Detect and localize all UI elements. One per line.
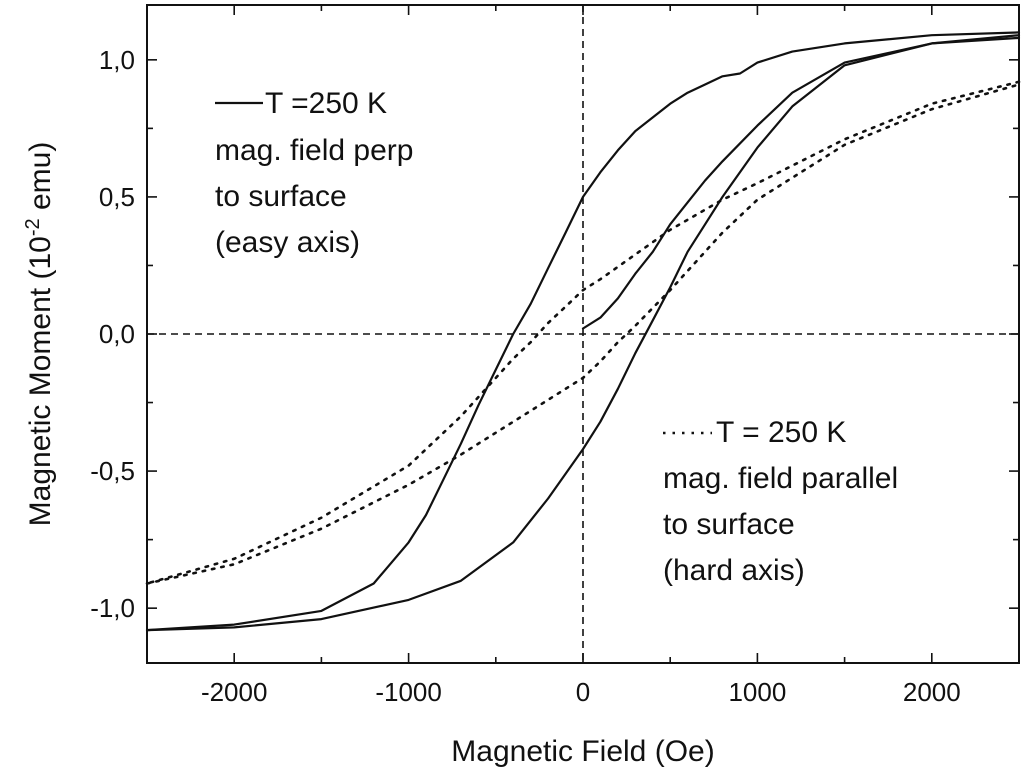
hard-axis-curve-3 <box>145 80 1021 585</box>
legend-easy-line-3: to surface <box>215 180 347 213</box>
legend-hard-line-2: mag. field parallel <box>663 462 898 495</box>
y-tick-label: -0,5 <box>90 456 135 486</box>
tick-labels: -2000 -1000 0 1000 2000 -1,0 -0,5 0,0 0,5 1,0 <box>90 45 961 707</box>
x-tick-label: 1000 <box>728 677 786 707</box>
y-tick-label: 0,5 <box>99 182 135 212</box>
y-axis-title-prefix: Magnetic Moment (10 <box>24 236 57 526</box>
axis-ticks <box>147 5 1019 663</box>
y-tick-label: -1,0 <box>90 593 135 623</box>
legend-hard-axis: T = 250 K mag. field parallel to surface… <box>663 416 898 587</box>
legend-easy-line-4: (easy axis) <box>215 226 360 259</box>
easy-axis-curve-0 <box>145 31 1021 632</box>
hard-axis-curve-4 <box>145 83 1021 585</box>
y-axis-title-exponent: -2 <box>22 218 44 236</box>
series-layer <box>145 31 1021 632</box>
y-tick-label: 0,0 <box>99 319 135 349</box>
legend-hard-line-4: (hard axis) <box>663 554 805 587</box>
y-tick-label: 1,0 <box>99 45 135 75</box>
easy-axis-curve-2 <box>581 36 1021 330</box>
zero-reference-lines <box>147 5 1019 663</box>
x-axis-title: Magnetic Field (Oe) <box>451 735 714 768</box>
y-axis-title: Magnetic Moment (10-2 emu) <box>22 142 57 527</box>
legend-hard-line-3: to surface <box>663 508 795 541</box>
legend-easy-axis: T =250 K mag. field perp to surface (eas… <box>215 87 413 259</box>
x-tick-label: 2000 <box>903 677 961 707</box>
y-axis-title-suffix: emu) <box>24 142 57 219</box>
legend-easy-line-1: T =250 K <box>265 87 387 120</box>
x-tick-label: 0 <box>576 677 590 707</box>
x-tick-label: -1000 <box>375 677 442 707</box>
x-tick-label: -2000 <box>201 677 268 707</box>
legend-hard-line-1: T = 250 K <box>716 416 846 449</box>
legend-easy-line-2: mag. field perp <box>215 134 413 167</box>
easy-axis-curve-1 <box>145 34 1021 632</box>
